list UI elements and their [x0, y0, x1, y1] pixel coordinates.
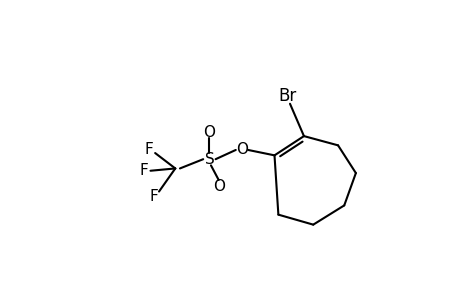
Text: S: S: [204, 152, 214, 167]
Text: O: O: [235, 142, 247, 158]
Text: F: F: [150, 189, 158, 204]
Text: O: O: [203, 125, 215, 140]
Text: F: F: [144, 142, 153, 158]
Text: F: F: [140, 163, 148, 178]
Text: O: O: [212, 178, 224, 194]
Text: Br: Br: [278, 87, 296, 105]
